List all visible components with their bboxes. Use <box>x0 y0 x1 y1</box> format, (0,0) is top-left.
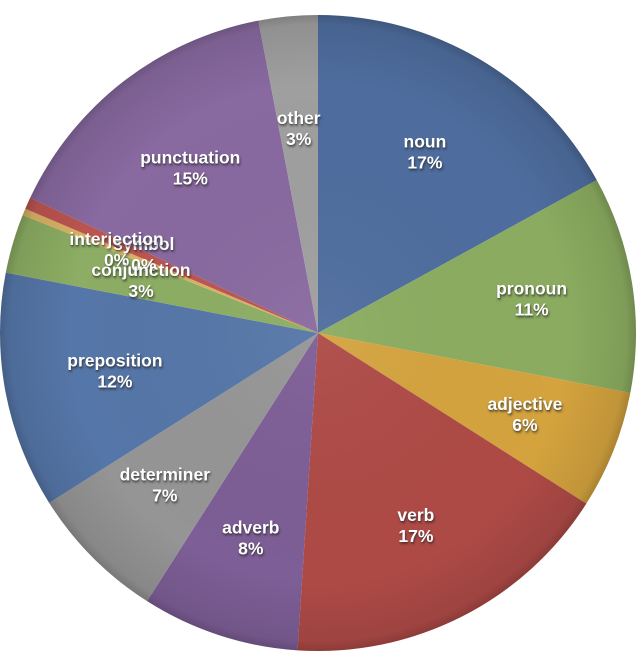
pie-chart-canvas: other 3% punctuation 15% symbol 0% interjectio… <box>0 15 636 651</box>
pie-chart: other 3%punctuation 15%symbol 0%interjectio… <box>0 15 636 651</box>
